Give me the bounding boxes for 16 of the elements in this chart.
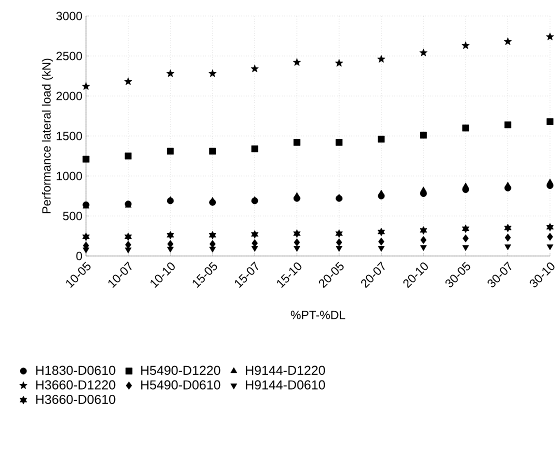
legend-label: H5490-D1220 [141,366,220,375]
legend-label: H5490-D0610 [141,380,220,390]
legend-label: H9144-D0610 [246,380,326,390]
y-tick-label: 2000 [56,92,82,100]
legend-label: H1830-D0610 [36,366,116,375]
x-axis-title: %PT-%DL [290,310,346,320]
legend-label: H9144-D1220 [246,366,326,375]
legend-label: H3660-D1220 [36,380,116,390]
y-tick-label: 1500 [56,132,82,140]
y-tick-label: 2500 [56,52,82,60]
y-tick-label: 500 [63,212,82,220]
y-axis-title: Performance lateral load (kN) [42,58,54,214]
y-tick-label: 0 [76,252,82,260]
legend-label: H3660-D0610 [36,394,116,404]
y-tick-label: 3000 [56,12,82,20]
y-tick-label: 1000 [56,172,82,180]
